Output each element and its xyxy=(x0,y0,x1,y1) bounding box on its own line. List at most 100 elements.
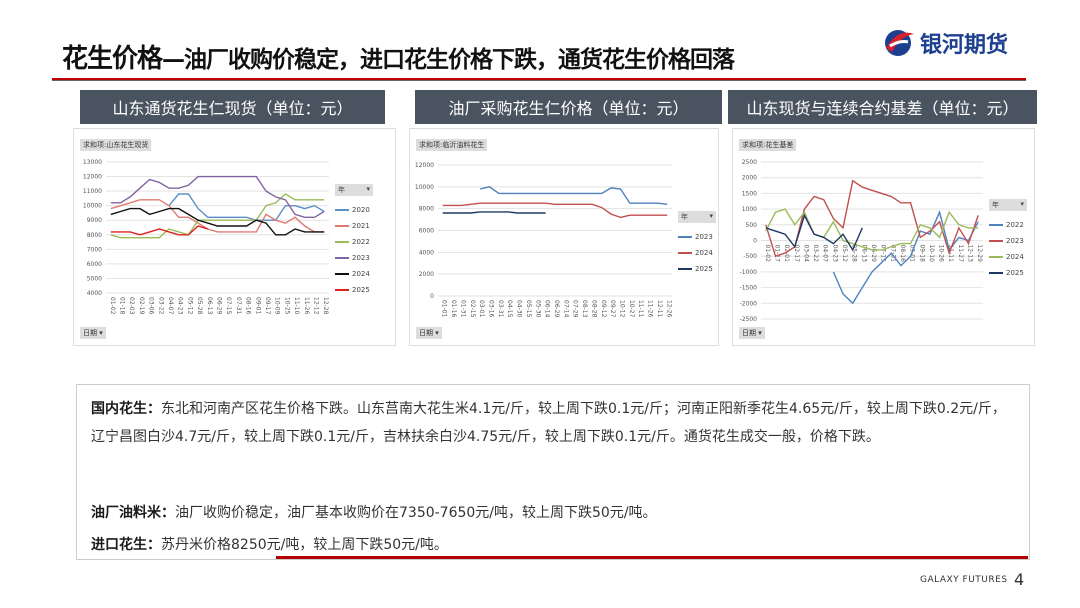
x-tick-label: 11-26 xyxy=(303,297,310,315)
y-tick-label: -2000 xyxy=(740,300,758,307)
series-line-2024 xyxy=(110,207,325,236)
x-tick-label: 08-16 xyxy=(245,297,252,315)
legend-item-2025: 2025 xyxy=(335,282,373,298)
x-tick-label: 04-23 xyxy=(831,245,838,263)
domestic-label: 国内花生： xyxy=(91,401,161,417)
legend-swatch xyxy=(678,252,692,254)
x-tick-label: 05-12 xyxy=(186,297,193,315)
legend: 年 ▾ 2020 2021 2022 2023 2024 2025 xyxy=(335,184,373,298)
x-tick-label: 01-31 xyxy=(459,300,466,318)
x-tick-label: 07-31 xyxy=(889,245,896,263)
y-tick-label: 4000 xyxy=(419,249,434,256)
series-line-2023 xyxy=(110,175,325,218)
y-tick-label: 2500 xyxy=(742,159,757,166)
y-tick-label: 500 xyxy=(746,222,758,229)
y-tick-label: -500 xyxy=(743,253,757,260)
date-filter-button[interactable]: 日期 ▾ xyxy=(416,327,442,339)
legend-label: 2024 xyxy=(1006,253,1024,261)
legend-item-2024: 2024 xyxy=(989,249,1027,265)
bottom-divider xyxy=(276,556,1028,559)
year-filter-button[interactable]: 年 ▾ xyxy=(678,211,716,223)
dropdown-icon: ▾ xyxy=(709,212,713,220)
legend-item-2025: 2025 xyxy=(678,261,716,277)
series-line-2025 xyxy=(765,213,863,252)
y-tick-label: 2000 xyxy=(419,271,434,278)
y-tick-label: 7000 xyxy=(87,246,102,253)
legend-swatch xyxy=(335,289,349,291)
year-filter-button[interactable]: 年 ▾ xyxy=(989,199,1027,211)
domestic-paragraph: 国内花生：东北和河南产区花生价格下跌。山东莒南大花生米4.1元/斤，较上周下跌0… xyxy=(91,395,1011,451)
x-tick-label: 05-28 xyxy=(851,245,858,263)
y-tick-label: 5000 xyxy=(87,275,102,282)
legend-item-2021: 2021 xyxy=(335,218,373,234)
x-tick-label: 09-27 xyxy=(609,300,616,318)
x-tick-label: 03-22 xyxy=(157,297,164,315)
legend-item-2023: 2023 xyxy=(335,250,373,266)
legend-label: 2021 xyxy=(352,222,370,230)
x-tick-label: 03-16 xyxy=(487,300,494,318)
y-tick-label: 12000 xyxy=(415,162,434,169)
x-tick-label: 06-14 xyxy=(544,300,551,318)
legend-label: 2022 xyxy=(1006,221,1024,229)
y-tick-label: -1500 xyxy=(740,285,758,292)
value-field-button[interactable]: 求和项:花生基差 xyxy=(739,139,797,151)
y-tick-label: 11000 xyxy=(83,188,102,195)
x-tick-label: 10-26 xyxy=(938,245,945,263)
legend-title: 年 xyxy=(338,186,345,194)
value-field-button[interactable]: 求和项:临沂油料花生 xyxy=(416,139,488,151)
series-line-2025 xyxy=(110,225,209,236)
logo: 银河期货 xyxy=(880,26,1008,60)
y-tick-label: 6000 xyxy=(87,261,102,268)
series-line-2022 xyxy=(110,193,325,239)
value-field-button[interactable]: 求和项:山东花生现货 xyxy=(80,139,152,151)
title-main: 花生价格 xyxy=(62,44,163,74)
x-tick-label: 10-25 xyxy=(283,297,290,315)
x-tick-label: 04-07 xyxy=(822,245,829,263)
x-tick-label: 11-10 xyxy=(293,297,300,315)
commentary-box: 国内花生：东北和河南产区花生价格下跌。山东莒南大花生米4.1元/斤，较上周下跌0… xyxy=(76,384,1030,560)
x-tick-label: 12-29 xyxy=(976,245,983,263)
logo-text: 银河期货 xyxy=(920,33,1009,58)
x-tick-label: 03-22 xyxy=(812,245,819,263)
oil-mill-price-chart: 0 2000 4000 6000 8000 10000 12000 01-01 01-16 01-… xyxy=(409,128,719,346)
year-filter-button[interactable]: 年 ▾ xyxy=(335,184,373,196)
x-tick-label: 04-23 xyxy=(177,297,184,315)
x-tick-label: 04-07 xyxy=(167,297,174,315)
dropdown-icon: ▾ xyxy=(366,185,370,193)
legend-label: 2024 xyxy=(695,249,713,257)
x-tick-label: 08-28 xyxy=(590,300,597,318)
x-tick-label: 07-31 xyxy=(235,297,242,315)
date-filter-button[interactable]: 日期 ▾ xyxy=(739,327,765,339)
y-tick-label: -2500 xyxy=(740,316,758,323)
y-tick-label: 1000 xyxy=(742,206,757,213)
legend-swatch xyxy=(989,240,1003,242)
title-divider xyxy=(52,78,1026,81)
x-tick-label: 03-31 xyxy=(497,300,504,318)
legend-item-2023: 2023 xyxy=(678,229,716,245)
series-line-2023 xyxy=(765,179,979,258)
y-tick-label: 0 xyxy=(430,293,434,300)
import-paragraph: 进口花生：苏丹米价格8250元/吨，较上周下跌50元/吨。 xyxy=(91,531,1011,559)
series-line-2025 xyxy=(442,211,546,214)
page-number: 4 xyxy=(1014,570,1025,589)
y-tick-label: 4000 xyxy=(87,290,102,297)
dropdown-icon: ▾ xyxy=(1020,200,1024,208)
legend-label: 2022 xyxy=(352,238,370,246)
x-tick-label: 09-12 xyxy=(600,300,607,318)
legend: 年 ▾ 2022 2023 2024 2025 xyxy=(989,199,1027,281)
series-line-2024 xyxy=(442,202,668,219)
x-tick-label: 11-11 xyxy=(637,300,644,318)
legend-swatch xyxy=(678,268,692,270)
legend-item-2025: 2025 xyxy=(989,265,1027,281)
x-tick-label: 06-29 xyxy=(870,245,877,263)
y-tick-label: 8000 xyxy=(419,206,434,213)
legend-label: 2023 xyxy=(1006,237,1024,245)
y-tick-label: 13000 xyxy=(83,159,102,166)
legend-swatch xyxy=(678,236,692,238)
date-filter-button[interactable]: 日期 ▾ xyxy=(80,327,106,339)
oil-mill-paragraph: 油厂油料米：油厂收购价稳定，油厂基本收购价在7350-7650元/吨，较上周下跌… xyxy=(91,499,1011,527)
y-tick-label: 6000 xyxy=(419,228,434,235)
x-tick-label: 10-12 xyxy=(619,300,626,318)
import-label: 进口花生： xyxy=(91,537,161,553)
legend-swatch xyxy=(335,241,349,243)
